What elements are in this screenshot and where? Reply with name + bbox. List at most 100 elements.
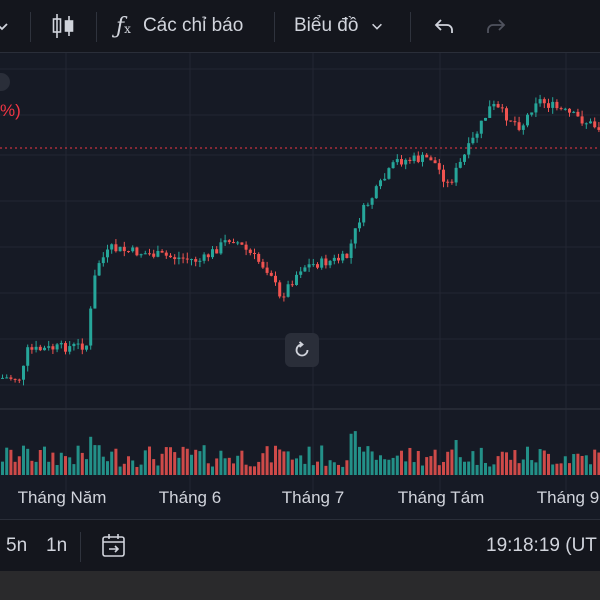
- volume-bar: [206, 463, 210, 475]
- candle-body: [597, 127, 600, 130]
- candlestick-chart: Tháng Năm Tháng 6 Tháng 7 Tháng Tám Tháng 9: [0, 53, 600, 507]
- volume-bar: [160, 453, 164, 475]
- volume-bar: [248, 466, 252, 475]
- volume-bar: [219, 450, 223, 475]
- volume-bar: [190, 454, 193, 475]
- volume-bar: [215, 458, 219, 475]
- month-label: Tháng Tám: [398, 488, 485, 507]
- candle-body: [101, 257, 105, 264]
- candle-body: [429, 157, 433, 161]
- chevron-down-icon[interactable]: [0, 0, 10, 52]
- volume-bar: [404, 461, 408, 475]
- volume-bar: [492, 464, 496, 475]
- candle-body: [433, 160, 437, 164]
- candle-body: [408, 159, 412, 162]
- candle-body: [509, 120, 513, 122]
- candle-body: [332, 257, 336, 261]
- candle-body: [559, 108, 563, 110]
- candle-body: [416, 155, 420, 162]
- chevron-down-icon: [372, 23, 383, 30]
- month-label: Tháng 7: [282, 488, 344, 507]
- redo-button[interactable]: [484, 0, 508, 52]
- candle-body: [1, 377, 4, 379]
- volume-bar: [471, 451, 475, 475]
- candle-body: [219, 242, 223, 254]
- chart-type-button[interactable]: Biểu đồ: [294, 0, 384, 52]
- reset-chart-button[interactable]: [285, 333, 319, 367]
- candle-body: [492, 104, 496, 107]
- candle-body: [164, 252, 168, 256]
- undo-button[interactable]: [432, 0, 456, 52]
- candle-body: [580, 116, 584, 124]
- candle-body: [106, 249, 109, 258]
- candle-body: [450, 181, 454, 183]
- month-label: Tháng Năm: [18, 488, 107, 507]
- volume-bar: [286, 451, 290, 475]
- volume-bar: [530, 460, 534, 475]
- candle-body: [76, 343, 80, 345]
- volume-bar: [597, 452, 600, 475]
- volume-bar: [13, 461, 17, 475]
- volume-bar: [269, 462, 273, 475]
- volume-bar: [148, 446, 151, 475]
- volume-bar: [433, 449, 437, 475]
- calendar-arrow-icon: [102, 534, 125, 557]
- candle-body: [244, 244, 248, 250]
- volume-bar: [232, 463, 235, 475]
- volume-bar: [442, 461, 445, 475]
- volume-bar: [85, 459, 88, 475]
- candle-body: [173, 257, 177, 260]
- candle-body: [395, 159, 399, 163]
- candle-body: [135, 247, 139, 256]
- candle-body: [446, 181, 450, 183]
- candle-body: [463, 154, 466, 162]
- volume-bar: [589, 464, 592, 475]
- volume-bar: [538, 449, 542, 475]
- candle-body: [17, 379, 21, 381]
- candle-body: [278, 282, 282, 297]
- chart-area[interactable]: Tháng Năm Tháng 6 Tháng 7 Tháng Tám Tháng 9: [0, 53, 600, 519]
- candle-body: [286, 284, 290, 297]
- candle-body: [274, 275, 277, 283]
- candle-body: [282, 296, 286, 298]
- candle-body: [64, 343, 67, 352]
- candle-body: [521, 125, 525, 130]
- month-label: Tháng 9: [537, 488, 599, 507]
- volume-bar: [324, 465, 328, 475]
- scale-handle[interactable]: [0, 73, 10, 91]
- volume-bar: [416, 450, 420, 475]
- volume-bar: [76, 445, 80, 475]
- volume-bar: [240, 450, 244, 475]
- candlestick-icon[interactable]: [50, 0, 76, 52]
- candle-body: [127, 251, 130, 253]
- date-range-button[interactable]: [100, 520, 128, 572]
- candle-body: [198, 260, 202, 262]
- range-5y-button[interactable]: 5n: [6, 535, 28, 556]
- candle-body: [211, 249, 214, 258]
- candle-body: [51, 346, 55, 350]
- volume-bar: [412, 462, 416, 475]
- volume-bar: [68, 457, 72, 475]
- volume-bar: [379, 455, 382, 475]
- volume-bar: [362, 451, 366, 475]
- candle-body: [316, 264, 319, 268]
- candle-body: [442, 169, 445, 182]
- volume-bar: [408, 447, 412, 475]
- clock-time[interactable]: 19:18:19 (UT: [486, 535, 597, 556]
- candle-body: [30, 347, 34, 350]
- candle-body: [9, 377, 13, 379]
- volume-bar: [110, 451, 114, 475]
- volume-bar: [534, 462, 538, 475]
- candle-body: [299, 271, 303, 275]
- volume-bar: [332, 462, 336, 475]
- volume-bar: [30, 460, 34, 475]
- range-1y-button[interactable]: 1n: [46, 535, 68, 556]
- candle-body: [467, 143, 471, 155]
- volume-bar: [568, 463, 571, 475]
- volume-bar: [156, 465, 160, 475]
- candle-body: [68, 346, 72, 352]
- candle-body: [500, 107, 504, 109]
- candle-body: [387, 168, 391, 179]
- indicators-button[interactable]: ƒx Các chỉ báo: [116, 0, 243, 52]
- volume-bar: [446, 451, 450, 475]
